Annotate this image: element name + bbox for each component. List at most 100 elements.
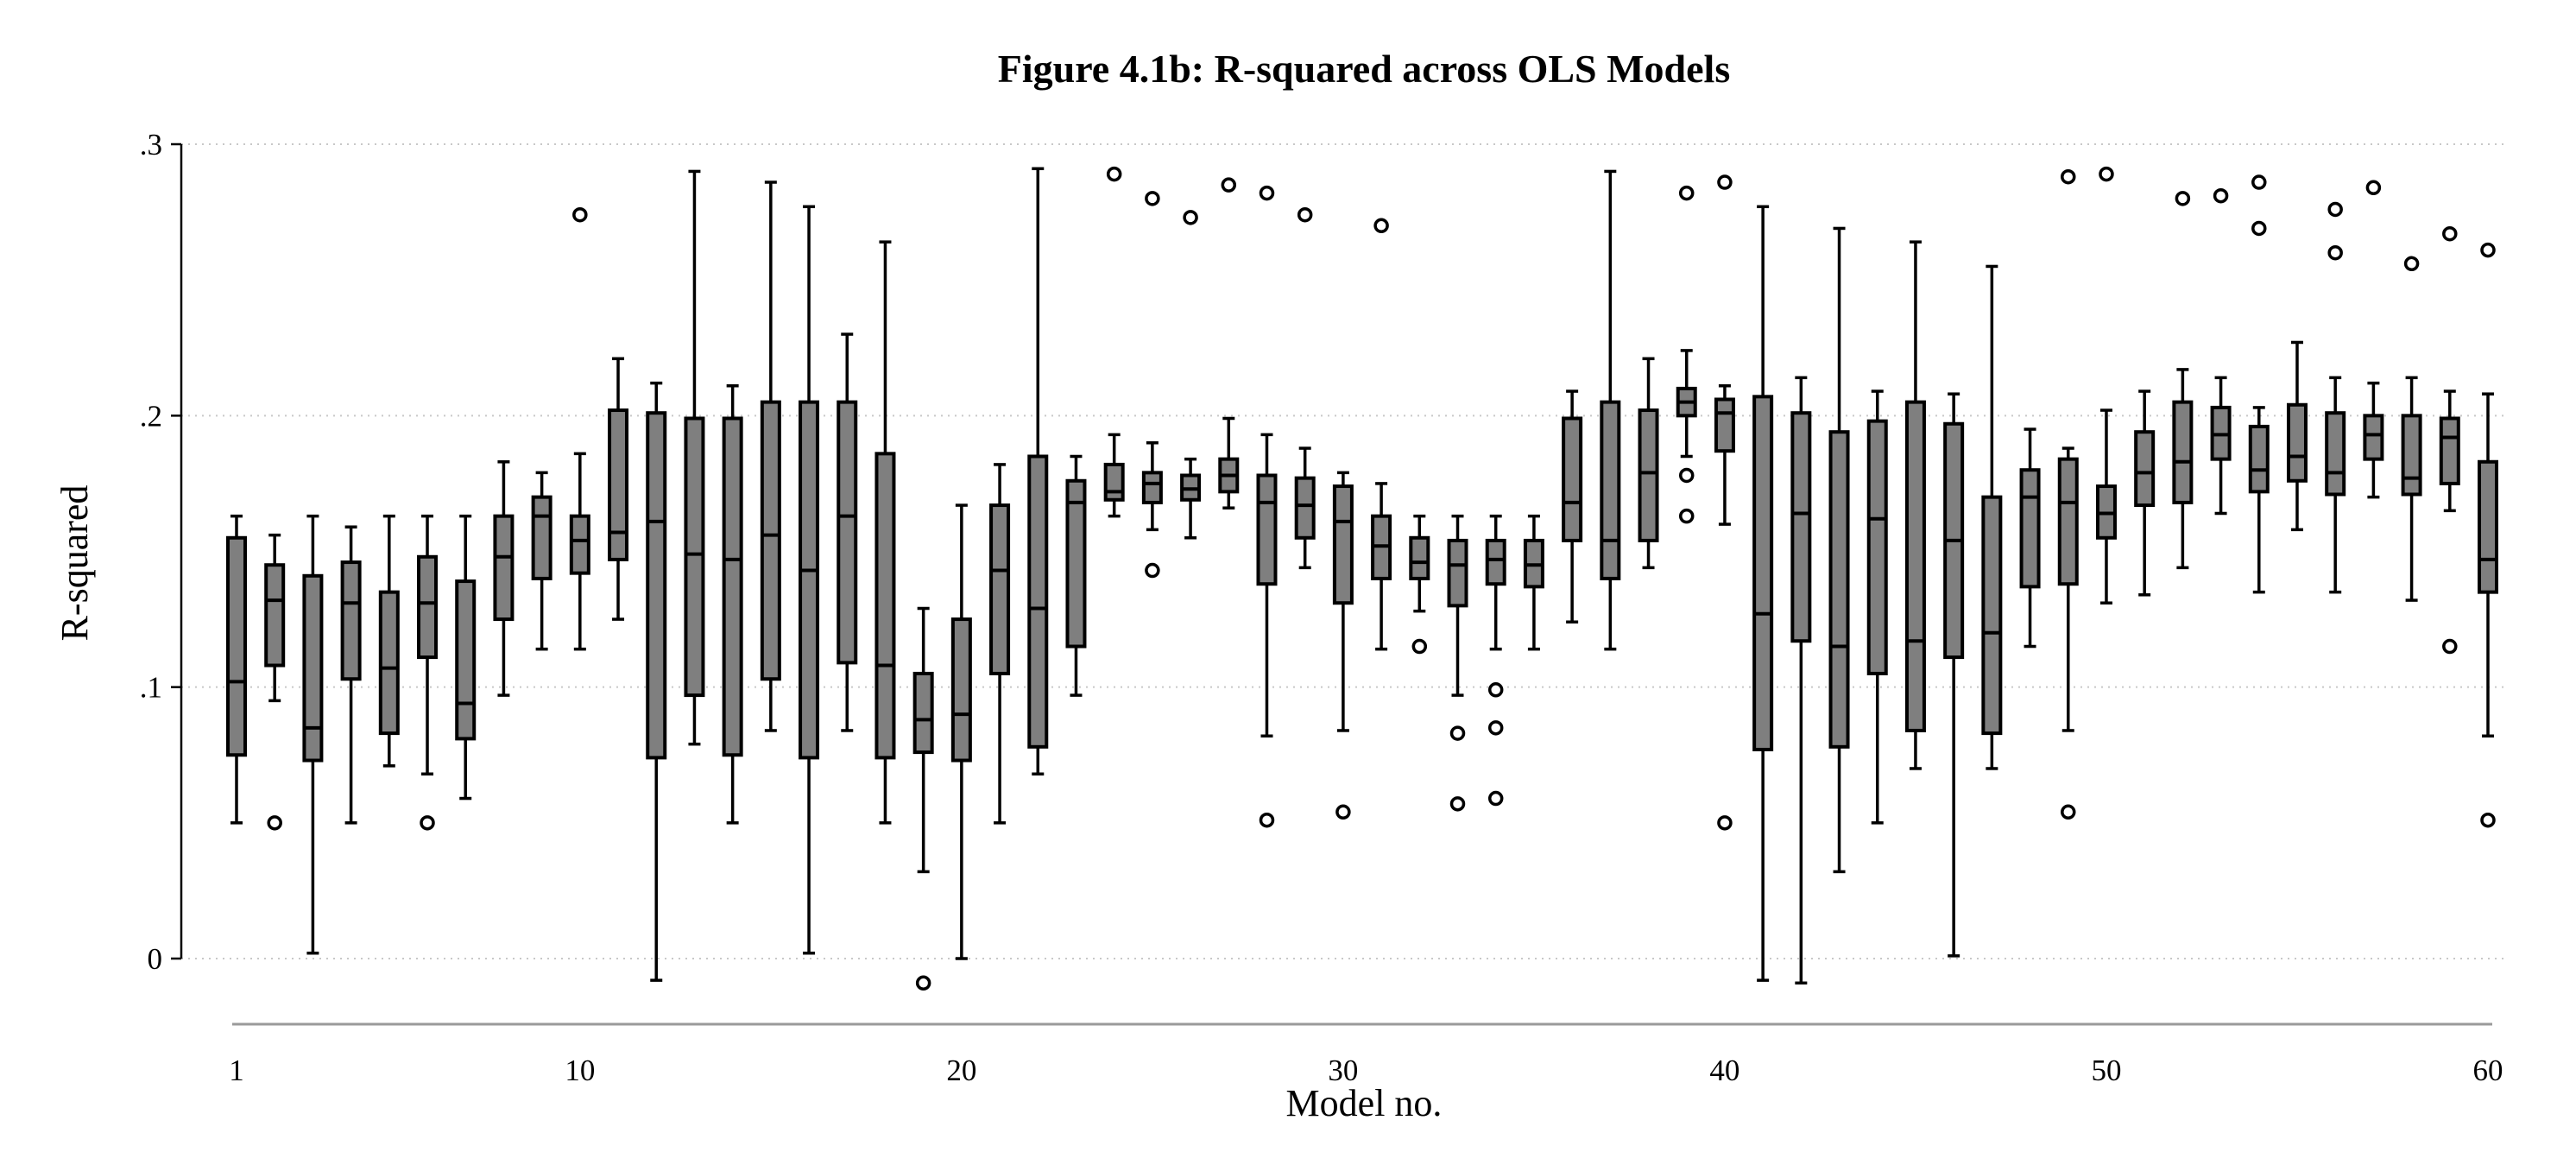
box-model-36 xyxy=(1562,389,1583,623)
iqr-box xyxy=(1981,495,2003,736)
box-model-4 xyxy=(340,525,362,825)
iqr-box xyxy=(684,416,705,698)
box-model-22 xyxy=(1027,167,1049,776)
iqr-box xyxy=(1562,416,1583,542)
box-model-31 xyxy=(1371,218,1392,651)
outlier-point xyxy=(1678,467,1695,484)
outlier-point xyxy=(1449,796,1466,812)
box-model-2 xyxy=(264,533,286,831)
outlier-point xyxy=(2061,804,2076,820)
iqr-box xyxy=(1600,400,1621,580)
iqr-box xyxy=(2478,459,2498,594)
outlier-point xyxy=(1717,174,1733,190)
outlier-point xyxy=(2442,638,2458,655)
x-axis-label: Model no. xyxy=(1286,1082,1443,1124)
iqr-box xyxy=(837,400,858,665)
iqr-box xyxy=(531,495,552,580)
outlier-point xyxy=(1449,725,1466,741)
iqr-box xyxy=(646,411,667,760)
outlier-point xyxy=(1183,210,1198,225)
box-model-20 xyxy=(950,503,972,960)
iqr-box xyxy=(950,617,972,763)
box-model-27 xyxy=(1218,177,1240,510)
iqr-box xyxy=(1485,538,1506,586)
iqr-box xyxy=(2363,414,2384,461)
box-model-54 xyxy=(2248,174,2270,594)
boxes xyxy=(226,166,2498,991)
outlier-point xyxy=(1297,206,1313,223)
outlier-point xyxy=(2480,242,2496,258)
iqr-box xyxy=(2134,430,2156,508)
x-axis-ticks: 1 10 20 30 40 50 60 xyxy=(229,1054,2503,1087)
iqr-box xyxy=(1256,473,1278,586)
box-model-28 xyxy=(1256,185,1278,828)
iqr-box xyxy=(2248,424,2270,494)
iqr-box xyxy=(2172,400,2194,504)
outlier-point xyxy=(2403,256,2420,272)
iqr-box xyxy=(1065,478,1087,649)
box-model-30 xyxy=(1332,471,1354,820)
iqr-box xyxy=(569,514,590,575)
iqr-box xyxy=(2439,416,2460,485)
iqr-box xyxy=(1714,397,1735,453)
iqr-box xyxy=(912,671,934,755)
outlier-point xyxy=(2251,220,2267,237)
iqr-box xyxy=(493,514,515,622)
box-model-35 xyxy=(1523,514,1544,651)
box-model-10 xyxy=(569,206,590,651)
x-tick-label: 10 xyxy=(565,1054,595,1087)
outlier-point xyxy=(1411,638,1428,655)
box-model-17 xyxy=(837,332,858,732)
y-axis-label: R-squared xyxy=(54,485,96,642)
gridlines xyxy=(181,143,2503,959)
iqr-box xyxy=(264,563,286,668)
iqr-box xyxy=(2286,402,2308,483)
box-model-49 xyxy=(2057,168,2079,820)
outlier-point xyxy=(2213,187,2229,204)
iqr-box xyxy=(455,579,477,741)
iqr-box xyxy=(1904,400,1926,732)
box-model-41 xyxy=(1752,205,1774,982)
iqr-box xyxy=(1752,395,1774,751)
box-model-44 xyxy=(1866,389,1888,825)
box-model-16 xyxy=(799,205,820,955)
iqr-box xyxy=(1638,408,1659,542)
y-tick-label: .3 xyxy=(140,128,162,161)
iqr-box xyxy=(799,400,820,760)
iqr-box xyxy=(608,408,629,561)
box-model-12 xyxy=(646,381,667,982)
iqr-box xyxy=(378,590,400,736)
box-model-56 xyxy=(2325,201,2346,594)
iqr-box xyxy=(2325,411,2346,497)
outlier-point xyxy=(1487,720,1504,736)
outlier-point xyxy=(1487,790,1504,807)
box-model-32 xyxy=(1409,514,1430,655)
box-model-58 xyxy=(2401,256,2422,602)
iqr-box xyxy=(1866,419,1888,675)
outlier-point xyxy=(1678,508,1695,524)
x-tick-label: 40 xyxy=(1709,1054,1739,1087)
box-model-38 xyxy=(1638,357,1659,570)
y-tick-label: .1 xyxy=(140,671,162,705)
box-model-51 xyxy=(2134,389,2156,597)
iqr-box xyxy=(1332,484,1354,605)
box-model-48 xyxy=(2019,427,2041,649)
iqr-box xyxy=(874,452,896,760)
box-model-39 xyxy=(1676,185,1697,524)
x-tick-label: 50 xyxy=(2091,1054,2121,1087)
outlier-point xyxy=(1259,185,1275,201)
box-model-46 xyxy=(1943,392,1965,958)
box-model-45 xyxy=(1904,240,1926,770)
x-tick-label: 20 xyxy=(946,1054,976,1087)
iqr-box xyxy=(2019,468,2041,589)
iqr-box xyxy=(302,573,324,763)
outlier-point xyxy=(915,975,931,991)
outlier-point xyxy=(2480,812,2496,828)
outlier-point xyxy=(2442,225,2458,242)
outlier-point xyxy=(1145,562,1160,579)
outlier-point xyxy=(1335,804,1351,820)
outlier-point xyxy=(1717,815,1733,831)
outlier-point xyxy=(1259,812,1275,828)
box-model-9 xyxy=(531,471,552,651)
outlier-point xyxy=(2327,244,2343,261)
